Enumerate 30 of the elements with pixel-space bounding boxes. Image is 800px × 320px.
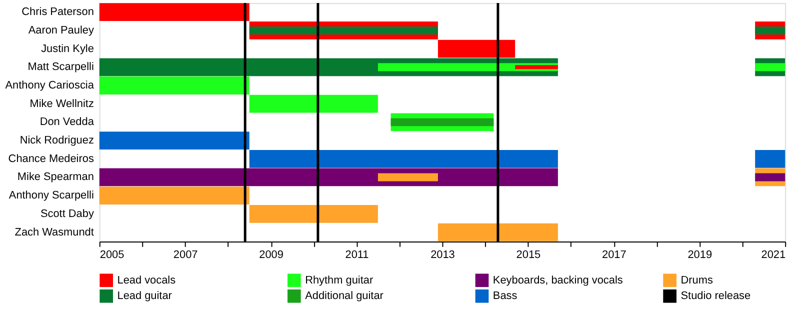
x-tick-label: 2015 <box>516 248 541 261</box>
x-tick-label: 2017 <box>602 248 626 261</box>
x-tick-label: 2007 <box>173 248 198 261</box>
y-tick-label: Anthony Scarpelli <box>8 190 94 202</box>
y-tick-label: Anthony Carioscia <box>5 79 95 92</box>
y-tick-label: Don Vedda <box>40 116 95 128</box>
legend-label: Additional guitar <box>305 290 384 302</box>
x-tick-label: 2021 <box>761 248 786 261</box>
legend-label: Keyboards, backing vocals <box>492 274 624 286</box>
legend-label: Lead vocals <box>117 274 176 286</box>
y-tick-label: Justin Kyle <box>41 42 94 55</box>
y-tick-label: Nick Rodriguez <box>20 134 94 147</box>
y-tick-label: Mike Spearman <box>17 171 94 184</box>
x-tick-label: 2005 <box>100 248 124 261</box>
x-tick-label: 2009 <box>259 248 284 261</box>
y-tick-label: Chris Paterson <box>22 6 94 18</box>
x-tick-label: 2011 <box>345 248 369 261</box>
legend-label: Drums <box>680 274 714 286</box>
legend-label: Studio release <box>680 290 751 302</box>
y-tick-label: Zach Wasmundt <box>14 226 94 238</box>
x-tick-label: 2013 <box>430 248 455 261</box>
legend-label: Bass <box>492 290 518 302</box>
y-tick-label: Aaron Pauley <box>28 24 94 36</box>
x-tick-label: 2019 <box>688 248 712 261</box>
legend-label: Lead guitar <box>117 290 172 302</box>
y-tick-label: Matt Scarpelli <box>28 61 94 74</box>
y-tick-label: Scott Daby <box>40 208 94 220</box>
y-tick-label: Mike Wellnitz <box>30 98 94 110</box>
legend-label: Rhythm guitar <box>305 274 374 286</box>
y-tick-label: Chance Medeiros <box>8 152 94 165</box>
